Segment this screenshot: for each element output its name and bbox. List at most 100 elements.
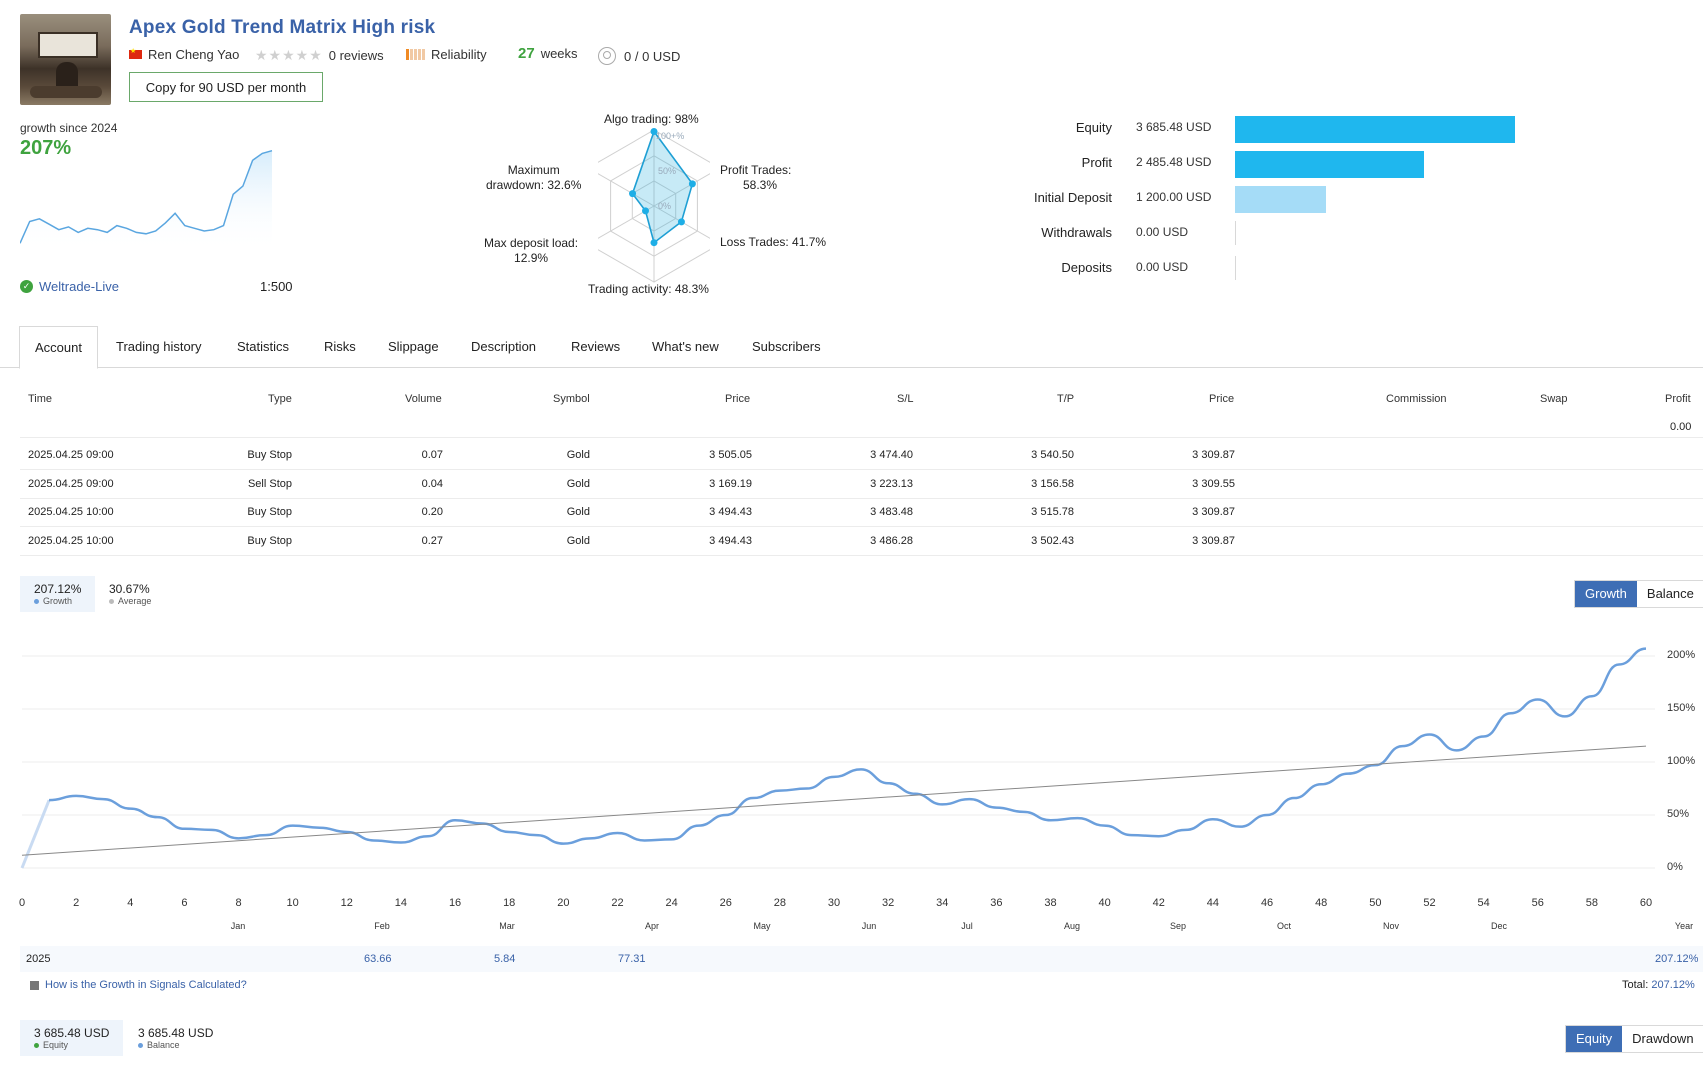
tab-statistics[interactable]: Statistics: [237, 339, 290, 354]
order-cell: 3 483.48: [870, 506, 913, 518]
tab-risks[interactable]: Risks: [324, 339, 356, 354]
fin-value-4: 0.00 USD: [1136, 260, 1189, 274]
order-cell: Gold: [566, 449, 590, 461]
balance-dot-icon: [138, 1042, 143, 1048]
tab-description[interactable]: Description: [471, 339, 537, 354]
radar-load-label: Max deposit load: 12.9%: [484, 236, 578, 266]
author-name[interactable]: Ren Cheng Yao: [148, 47, 240, 62]
order-cell: Gold: [566, 506, 590, 518]
row-divider: [20, 469, 1703, 470]
order-cell: 3 309.87: [1192, 506, 1235, 518]
order-cell: 3 169.19: [709, 477, 752, 490]
reliability-label: Reliability: [431, 47, 487, 62]
growth-help-text[interactable]: How is the Growth in Signals Calculated?: [45, 979, 247, 991]
legend-growth[interactable]: 207.12% Growth: [20, 576, 96, 612]
col-profit: Profit: [1665, 393, 1691, 405]
reliability-row: Reliability: [406, 47, 487, 62]
leverage-value: 1:500: [260, 279, 293, 294]
year-apr-value: 77.31: [618, 953, 646, 965]
month-label: Oct: [1276, 921, 1291, 931]
fin-label-1: Profit: [1081, 155, 1112, 170]
average-dot-icon: [109, 598, 114, 604]
toggle-drawdown-button[interactable]: Drawdown: [1632, 1031, 1694, 1046]
china-flag-icon: [129, 47, 142, 59]
radar-point: [688, 180, 696, 188]
growth-help-link[interactable]: How is the Growth in Signals Calculated?: [30, 979, 247, 991]
reviews-count[interactable]: 0 reviews: [328, 48, 384, 63]
legend-balance-value: 3 685.48 USD: [138, 1026, 214, 1040]
radar-drawdown-value: drawdown: 32.6%: [486, 178, 582, 192]
radar-profit-label: Profit Trades: 58.3%: [720, 163, 791, 193]
fin-value-3: 0.00 USD: [1136, 225, 1189, 239]
order-cell: 3 505.05: [709, 449, 752, 461]
year-feb-value: 63.66: [364, 953, 392, 965]
order-cell: 0.04: [421, 477, 443, 490]
legend-average[interactable]: 30.67% Average: [95, 576, 165, 612]
tab-account[interactable]: Account: [19, 326, 98, 369]
rating-stars-icon: ★★★★★: [255, 47, 323, 63]
radar-point: [642, 207, 650, 215]
tab-trading-history[interactable]: Trading history: [116, 339, 202, 354]
x-tick-label: 42: [1152, 897, 1165, 909]
x-tick-label: 50: [1369, 897, 1382, 909]
order-cell: 3 494.43: [709, 534, 752, 547]
x-tick-label: 26: [719, 897, 732, 909]
fin-value-2: 1 200.00 USD: [1136, 190, 1212, 204]
radar-ring-50-label: 50%: [658, 166, 676, 176]
row-divider: [20, 497, 1703, 499]
order-cell: 3 309.55: [1192, 477, 1235, 490]
legend-equity[interactable]: 3 685.48 USD Equity: [20, 1020, 124, 1056]
x-tick-label: 54: [1477, 897, 1490, 909]
fin-bar-0: [1235, 116, 1515, 143]
legend-balance[interactable]: 3 685.48 USD Balance: [124, 1020, 227, 1056]
radar-axis: [653, 205, 710, 239]
weeks-label: weeks: [540, 46, 578, 61]
fin-value-1: 2 485.48 USD: [1136, 155, 1212, 169]
x-tick-label: 10: [286, 897, 299, 909]
col-price: Price: [725, 393, 751, 405]
month-label: Jan: [230, 921, 246, 931]
fin-bar-4: [1235, 256, 1236, 280]
x-tick-label: 14: [394, 897, 408, 909]
toggle-equity-button[interactable]: Equity: [1566, 1026, 1623, 1052]
legend-average-value: 30.67%: [109, 582, 150, 596]
tab-reviews[interactable]: Reviews: [571, 339, 621, 354]
reviews-row[interactable]: ★★★★★ 0 reviews: [255, 47, 384, 64]
fin-bar-1: [1235, 151, 1424, 178]
signal-title[interactable]: Apex Gold Trend Matrix High risk: [129, 17, 436, 38]
y-tick-label: 0%: [1667, 861, 1683, 873]
author-avatar[interactable]: [20, 14, 111, 105]
radar-chart: 100+% 50% 0%: [598, 128, 710, 283]
broker-name[interactable]: Weltrade-Live: [39, 279, 119, 294]
month-label: Feb: [374, 921, 390, 931]
order-cell: 3 156.58: [1031, 477, 1074, 490]
radar-algo-label: Algo trading: 98%: [604, 112, 699, 126]
x-tick-label: 34: [936, 897, 949, 909]
radar-point: [629, 190, 637, 198]
tab-whats-new[interactable]: What's new: [652, 339, 719, 354]
order-cell: Sell Stop: [247, 477, 292, 490]
subscribers-value: 0 / 0 USD: [624, 48, 681, 64]
fin-label-3: Withdrawals: [1041, 225, 1112, 240]
order-cell: Buy Stop: [247, 534, 292, 547]
fin-bar-3: [1235, 221, 1236, 245]
x-tick-label: 8: [235, 897, 242, 909]
col-tp: T/P: [1057, 393, 1075, 405]
radar-axis: [598, 173, 655, 207]
growth-chart: [20, 647, 1655, 869]
x-tick-label: 46: [1260, 897, 1274, 909]
radar-polygon: [631, 129, 694, 245]
toggle-balance-button[interactable]: Balance: [1646, 586, 1694, 601]
toggle-growth-button[interactable]: Growth: [1575, 581, 1637, 607]
broker-link[interactable]: ✓ Weltrade-Live: [20, 279, 119, 294]
x-tick-label: 40: [1098, 897, 1111, 909]
tab-subscribers[interactable]: Subscribers: [752, 339, 821, 354]
fin-value-0: 3 685.48 USD: [1136, 120, 1212, 134]
order-cell: 3 502.43: [1031, 534, 1074, 547]
radar-profit-title: Profit Trades:: [720, 163, 792, 177]
year-label: 2025: [26, 953, 51, 965]
tab-slippage[interactable]: Slippage: [388, 339, 439, 354]
copy-signal-button[interactable]: Copy for 90 USD per month: [129, 72, 323, 102]
growth-since-value: 207%: [20, 137, 72, 159]
tab-bar: Account Trading history Statistics Risks…: [0, 326, 1703, 369]
